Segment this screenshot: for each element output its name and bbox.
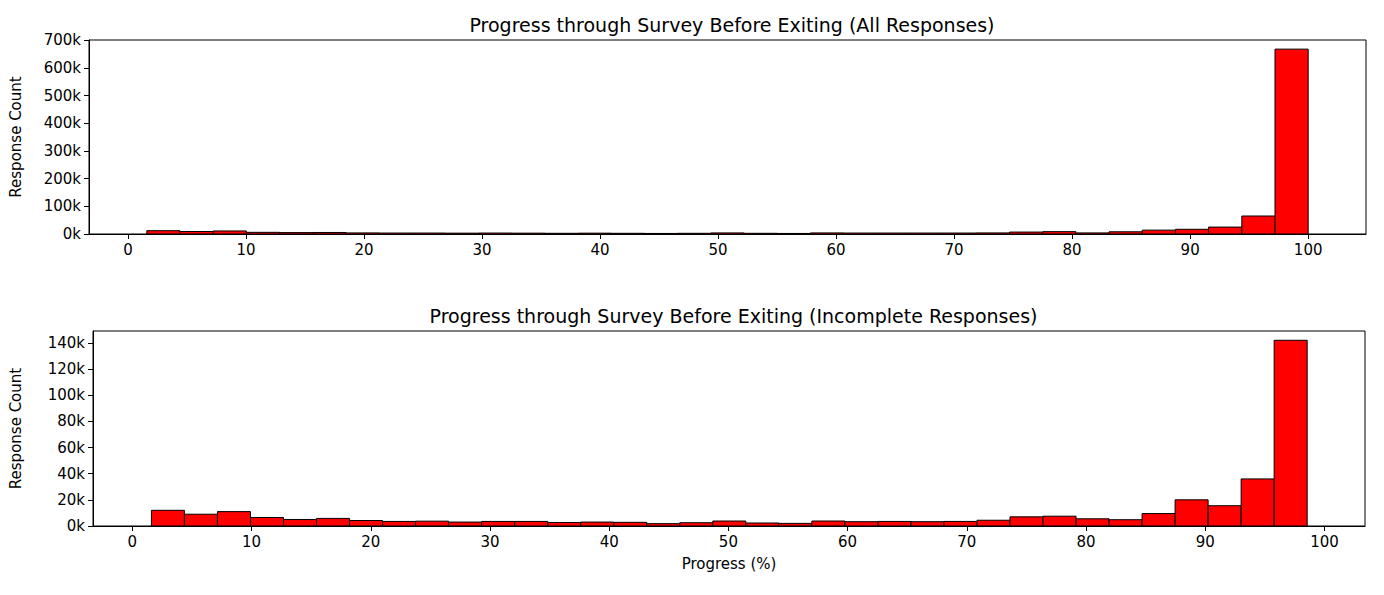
svg-text:600k: 600k: [44, 59, 82, 77]
svg-text:40k: 40k: [57, 465, 85, 483]
svg-text:50: 50: [719, 533, 738, 551]
svg-text:Response Count: Response Count: [7, 76, 25, 197]
svg-text:140k: 140k: [48, 334, 86, 352]
svg-text:10: 10: [242, 533, 261, 551]
svg-text:120k: 120k: [48, 360, 86, 378]
svg-text:200k: 200k: [44, 170, 82, 188]
svg-text:60: 60: [827, 241, 846, 259]
svg-text:40: 40: [600, 533, 619, 551]
svg-text:70: 70: [957, 533, 976, 551]
svg-text:80k: 80k: [57, 412, 85, 430]
svg-text:80: 80: [1076, 533, 1095, 551]
svg-text:Progress (%): Progress (%): [682, 555, 777, 573]
svg-text:300k: 300k: [44, 142, 82, 160]
svg-text:0: 0: [128, 533, 138, 551]
svg-text:90: 90: [1181, 241, 1200, 259]
svg-text:20: 20: [361, 533, 380, 551]
svg-text:10: 10: [236, 241, 255, 259]
svg-text:90: 90: [1196, 533, 1215, 551]
svg-text:Progress through Survey Before: Progress through Survey Before Exiting (…: [469, 14, 994, 36]
svg-text:Progress through Survey Before: Progress through Survey Before Exiting (…: [430, 305, 1038, 327]
svg-text:100k: 100k: [48, 386, 86, 404]
svg-text:30: 30: [472, 241, 491, 259]
svg-text:700k: 700k: [44, 31, 82, 49]
svg-text:0k: 0k: [63, 225, 82, 243]
svg-text:80: 80: [1063, 241, 1082, 259]
svg-text:20k: 20k: [57, 491, 85, 509]
svg-text:100k: 100k: [44, 197, 82, 215]
svg-text:100: 100: [1310, 533, 1339, 551]
svg-text:60: 60: [838, 533, 857, 551]
svg-text:50: 50: [709, 241, 728, 259]
svg-text:60k: 60k: [57, 439, 85, 457]
svg-text:100: 100: [1294, 241, 1323, 259]
svg-text:500k: 500k: [44, 87, 82, 105]
svg-text:Response Count: Response Count: [7, 368, 25, 489]
svg-text:20: 20: [354, 241, 373, 259]
svg-text:30: 30: [480, 533, 499, 551]
svg-text:40: 40: [590, 241, 609, 259]
svg-text:70: 70: [945, 241, 964, 259]
svg-text:0k: 0k: [67, 517, 86, 535]
svg-text:0: 0: [123, 241, 133, 259]
svg-text:400k: 400k: [44, 114, 82, 132]
